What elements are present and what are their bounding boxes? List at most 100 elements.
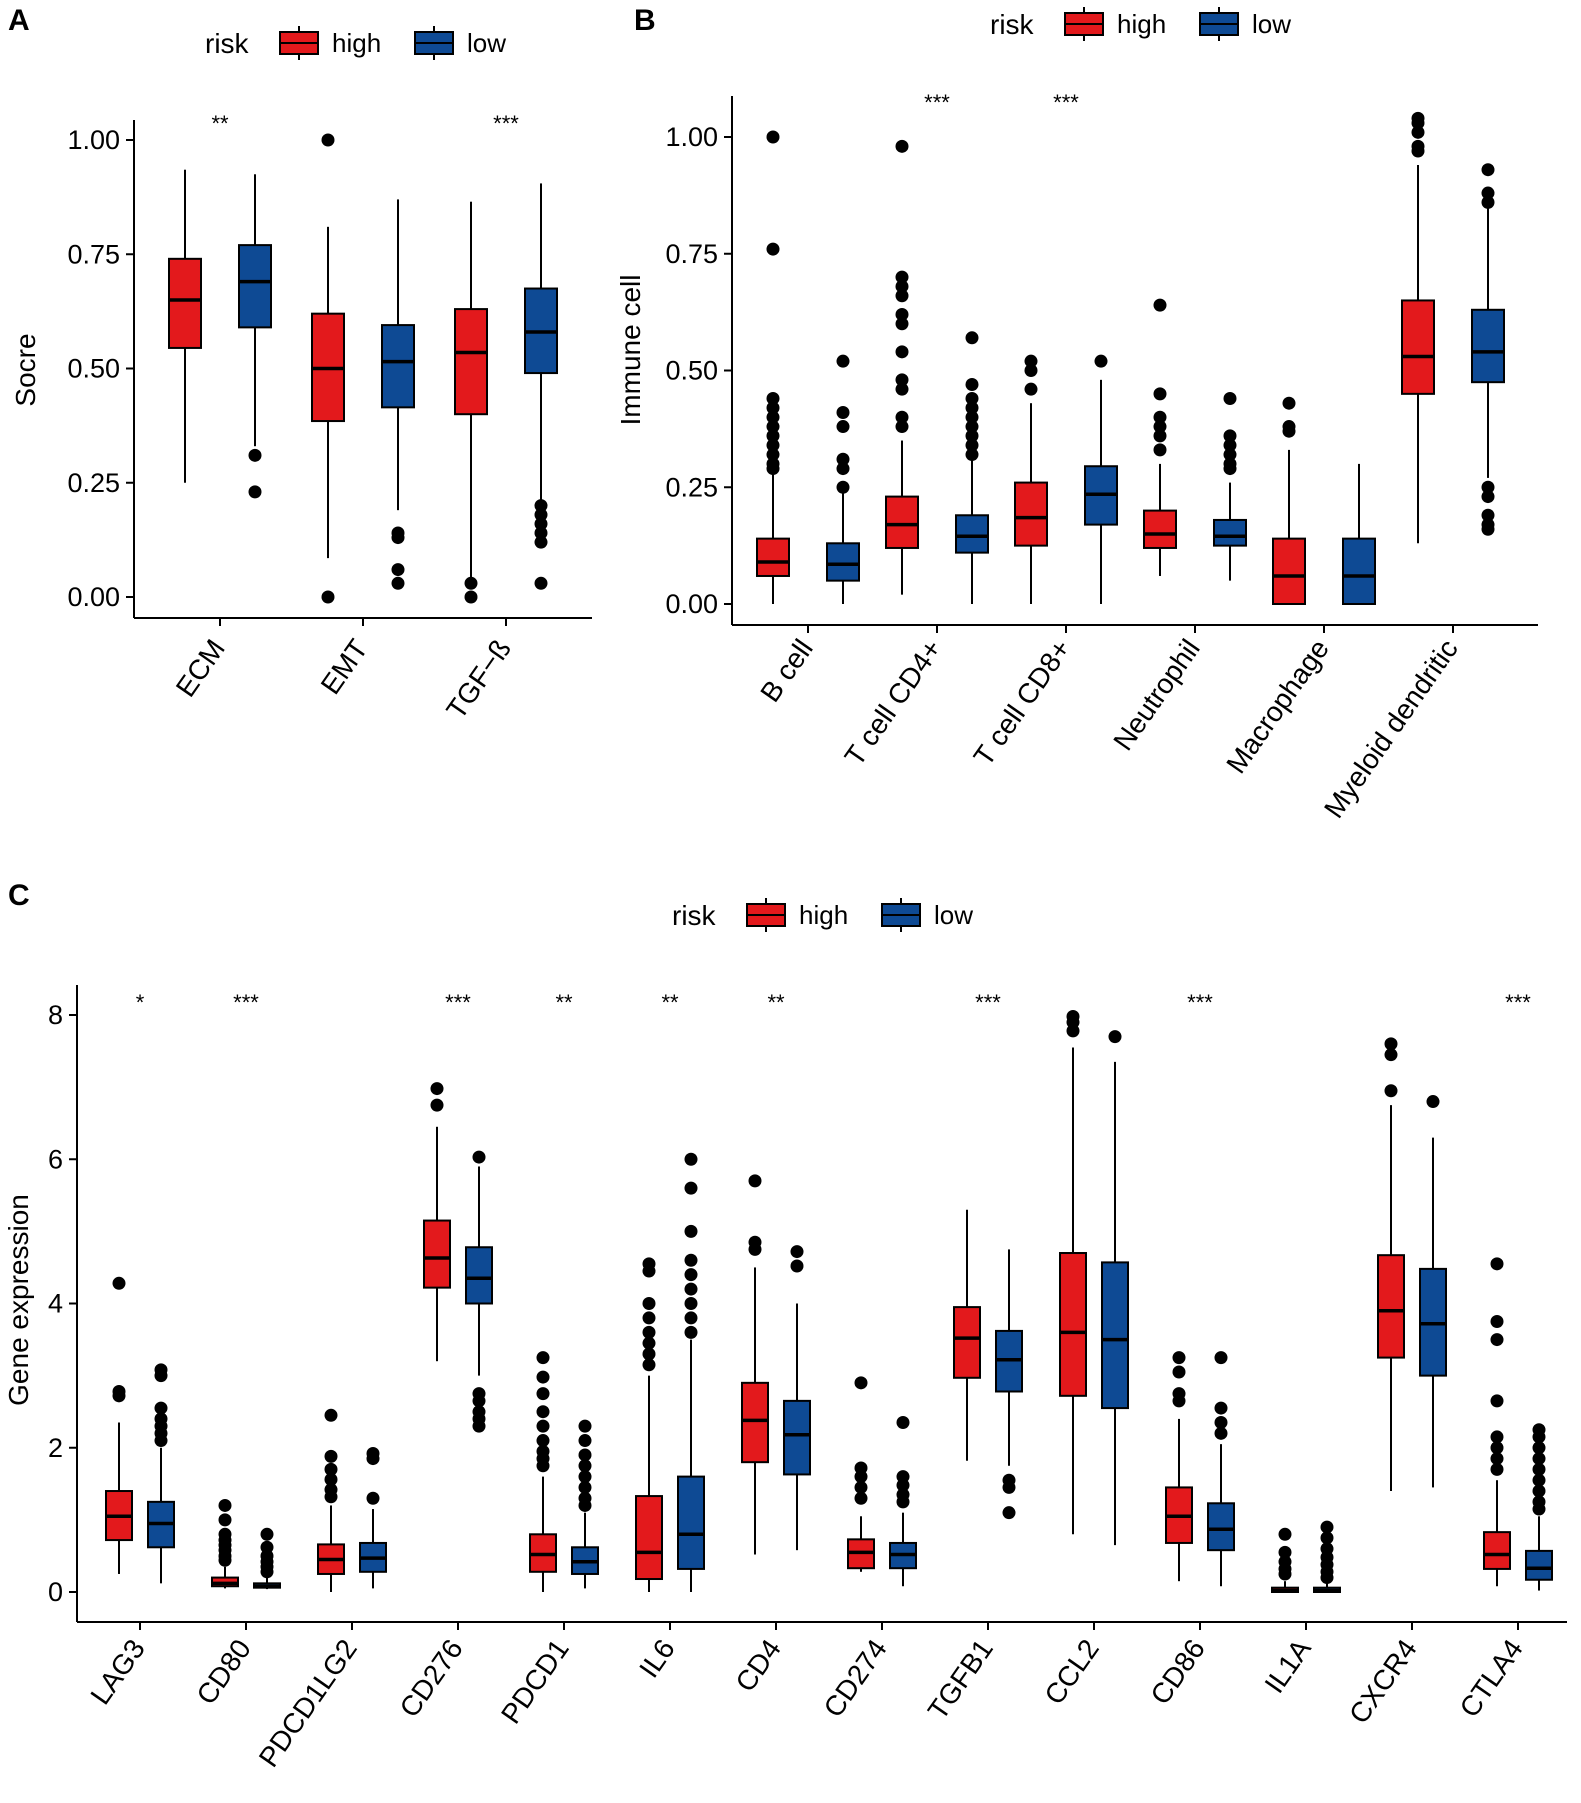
outlier-point	[366, 1491, 380, 1505]
legend-title: risk	[672, 900, 717, 931]
box-high	[1483, 1257, 1511, 1587]
box-iqr	[1342, 537, 1376, 605]
box-iqr	[168, 257, 202, 349]
outlier-point	[836, 406, 850, 420]
outlier-point	[1153, 429, 1167, 443]
box-low	[677, 1152, 705, 1592]
outlier-point	[534, 535, 548, 549]
outlier-point	[578, 1470, 592, 1484]
significance-label: **	[211, 111, 229, 136]
outlier-point	[965, 378, 979, 392]
outlier-point	[684, 1268, 698, 1282]
outlier-point	[536, 1459, 550, 1473]
y-tick-label: 1.00	[665, 122, 718, 152]
box-iqr	[1401, 299, 1435, 395]
outlier-point	[536, 1405, 550, 1419]
x-tick-label: CD80	[190, 1634, 256, 1710]
outlier-point	[578, 1480, 592, 1494]
y-tick-label: 0.00	[67, 582, 120, 612]
outlier-point	[1320, 1520, 1334, 1534]
outlier-point	[154, 1401, 168, 1415]
outlier-point	[536, 1387, 550, 1401]
box-low	[1471, 163, 1505, 536]
box-iqr	[1143, 509, 1177, 549]
outlier-point	[1024, 354, 1038, 368]
outlier-point	[895, 270, 909, 284]
outlier-point	[1153, 387, 1167, 401]
outlier-point	[1481, 163, 1495, 177]
outlier-point	[1214, 1416, 1228, 1430]
outlier-point	[766, 438, 780, 452]
significance-label: **	[555, 990, 573, 1015]
y-tick-label: 0	[48, 1577, 63, 1607]
box-high	[1059, 1009, 1087, 1535]
x-tick-label: CD4	[729, 1634, 787, 1698]
outlier-point	[578, 1419, 592, 1433]
box-high	[741, 1174, 769, 1555]
significance-label: **	[767, 990, 785, 1015]
outlier-point	[1153, 410, 1167, 424]
box-low	[238, 174, 272, 499]
y-tick-label: 1.00	[67, 125, 120, 155]
x-tick-label: TGF−ß	[440, 634, 517, 725]
outlier-point	[1384, 1084, 1398, 1098]
legend-label-low: low	[467, 28, 506, 58]
outlier-point	[642, 1297, 656, 1310]
box-low	[826, 354, 860, 604]
x-tick-label: PDCD1	[495, 1634, 575, 1730]
outlier-point	[1223, 392, 1237, 406]
outlier-point	[1214, 1426, 1228, 1440]
outlier-point	[642, 1264, 656, 1278]
outlier-point	[895, 420, 909, 434]
x-tick-label: CXCR4	[1343, 1634, 1423, 1730]
outlier-point	[112, 1276, 126, 1290]
outlier-point	[1490, 1452, 1504, 1466]
outlier-point	[578, 1459, 592, 1473]
legend-key-low	[1199, 7, 1239, 41]
outlier-point	[1153, 420, 1167, 434]
outlier-point	[1282, 424, 1296, 438]
outlier-point	[430, 1098, 444, 1112]
box-low	[359, 1447, 387, 1589]
x-tick-label: T cell CD8+	[967, 634, 1076, 772]
x-tick-label: ECM	[170, 634, 231, 703]
outlier-point	[748, 1242, 762, 1256]
outlier-point	[766, 130, 780, 144]
legend-label-low: low	[934, 900, 973, 930]
outlier-point	[895, 382, 909, 396]
outlier-point	[895, 289, 909, 303]
outlier-point	[766, 242, 780, 256]
outlier-point	[1532, 1484, 1546, 1498]
significance-label: ***	[445, 990, 471, 1015]
box-high	[1377, 1037, 1405, 1492]
legend: risk high low	[205, 26, 506, 60]
outlier-point	[472, 1394, 486, 1408]
outlier-point	[578, 1498, 592, 1512]
x-tick-label: B cell	[754, 634, 819, 708]
box-iqr	[1471, 308, 1505, 384]
outlier-point	[895, 139, 909, 153]
box-high	[885, 139, 919, 595]
box-iqr	[885, 495, 919, 549]
outlier-point	[965, 438, 979, 452]
outlier-point	[642, 1325, 656, 1339]
outlier-point	[684, 1224, 698, 1238]
x-tick-label: CD86	[1144, 1634, 1210, 1710]
outlier-point	[1481, 186, 1495, 200]
outlier-point	[766, 462, 780, 476]
outlier-point	[1481, 195, 1495, 209]
box-low	[1419, 1095, 1447, 1488]
outlier-point	[1320, 1531, 1334, 1545]
outlier-point	[1481, 480, 1495, 494]
panel-a: A risk high low 0.00 0.25 0.50 0.75 1.00 Socre EC…	[8, 4, 592, 725]
x-tick-label: Myeloid dendritic	[1318, 634, 1464, 824]
significance-label: ***	[1187, 990, 1213, 1015]
outlier-point	[1411, 116, 1425, 130]
outlier-point	[112, 1389, 126, 1403]
box-low	[1101, 1030, 1129, 1546]
outlier-point	[1153, 443, 1167, 457]
box-iqr	[454, 308, 488, 416]
outlier-point	[766, 410, 780, 424]
outlier-point	[896, 1416, 910, 1430]
outlier-point	[1532, 1430, 1546, 1444]
